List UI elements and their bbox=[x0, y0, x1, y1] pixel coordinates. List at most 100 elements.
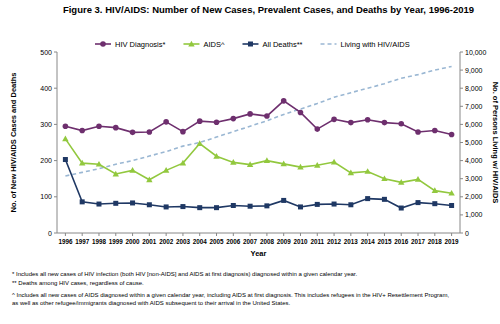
x-tick-label: 2004 bbox=[193, 238, 208, 245]
y2-tick bbox=[460, 52, 463, 53]
series-line bbox=[65, 139, 451, 193]
series-marker bbox=[63, 123, 69, 129]
y2-axis-label: No. of Persons Living w/ HIV/AIDS bbox=[491, 82, 500, 204]
x-tick-label: 2005 bbox=[210, 238, 225, 245]
y2-tick bbox=[460, 88, 463, 89]
y2-tick bbox=[460, 160, 463, 161]
x-tick bbox=[98, 233, 99, 236]
footnote: ** Deaths among HIV cases, regardless of… bbox=[12, 280, 144, 286]
series-marker bbox=[180, 129, 186, 135]
series-marker bbox=[432, 201, 437, 206]
x-tick-label: 1997 bbox=[75, 238, 90, 245]
series-marker bbox=[432, 187, 438, 193]
series-line bbox=[65, 66, 451, 176]
title: Figure 3. HIV/AIDS: Number of New Cases,… bbox=[63, 4, 474, 15]
series-marker bbox=[297, 164, 303, 170]
x-tick bbox=[250, 233, 251, 236]
y-axis bbox=[57, 52, 58, 233]
legend-swatch bbox=[321, 43, 337, 45]
series-marker bbox=[147, 202, 152, 207]
y-tick-label: 100 bbox=[40, 193, 52, 200]
y-tick bbox=[54, 88, 57, 89]
y2-tick bbox=[460, 142, 463, 143]
x-tick-label: 2010 bbox=[293, 238, 308, 245]
x-tick bbox=[65, 233, 66, 236]
x-tick bbox=[317, 233, 318, 236]
y-tick bbox=[54, 52, 57, 53]
series-marker bbox=[230, 159, 236, 165]
y2-tick-label: 2,000 bbox=[465, 193, 483, 200]
x-tick bbox=[401, 233, 402, 236]
series-marker bbox=[129, 167, 135, 173]
x-tick-label: 2001 bbox=[142, 238, 157, 245]
y-tick-label: 300 bbox=[40, 121, 52, 128]
series-marker bbox=[315, 202, 320, 207]
series-marker bbox=[96, 123, 102, 129]
legend-marker bbox=[188, 41, 194, 47]
series-marker bbox=[180, 160, 186, 166]
series-marker bbox=[113, 201, 118, 206]
series-marker bbox=[163, 167, 169, 173]
x-tick bbox=[149, 233, 150, 236]
x-tick bbox=[216, 233, 217, 236]
series-line bbox=[65, 101, 451, 135]
series-marker bbox=[113, 125, 119, 131]
x-tick-label: 1998 bbox=[92, 238, 107, 245]
legend-marker bbox=[248, 42, 253, 47]
series-line bbox=[65, 160, 451, 209]
x-tick bbox=[434, 233, 435, 236]
x-tick bbox=[334, 233, 335, 236]
series-marker bbox=[298, 110, 304, 116]
series-marker bbox=[180, 204, 185, 209]
series-marker bbox=[96, 202, 101, 207]
series-marker bbox=[415, 129, 421, 135]
legend-label: Living with HIV/AIDS bbox=[341, 40, 410, 49]
series-marker bbox=[331, 117, 337, 123]
series-marker bbox=[449, 203, 454, 208]
series-marker bbox=[298, 204, 303, 209]
series-marker bbox=[415, 176, 421, 182]
y2-tick bbox=[460, 70, 463, 71]
series-marker bbox=[62, 136, 68, 142]
series-marker bbox=[63, 157, 68, 162]
series-marker bbox=[248, 204, 253, 209]
series-marker bbox=[247, 111, 253, 117]
y2-tick-label: 0 bbox=[465, 230, 469, 237]
x-tick bbox=[350, 233, 351, 236]
series-marker bbox=[382, 120, 388, 126]
series-marker bbox=[264, 157, 270, 163]
y2-tick-label: 5,000 bbox=[465, 139, 483, 146]
series-marker bbox=[432, 128, 438, 134]
x-tick-label: 2012 bbox=[327, 238, 342, 245]
plot-area bbox=[62, 66, 455, 210]
series-marker bbox=[365, 117, 371, 123]
x-tick-label: 2013 bbox=[344, 238, 359, 245]
y2-tick-label: 6,000 bbox=[465, 121, 483, 128]
series-marker bbox=[449, 132, 455, 138]
series-marker bbox=[231, 203, 236, 208]
series-marker bbox=[331, 159, 337, 165]
x-tick-label: 2007 bbox=[243, 238, 258, 245]
legend-label: All Deaths** bbox=[262, 40, 302, 49]
series-marker bbox=[214, 119, 220, 125]
x-tick-label: 2002 bbox=[159, 238, 174, 245]
series-marker bbox=[448, 190, 454, 196]
x-tick bbox=[199, 233, 200, 236]
legend-marker bbox=[100, 41, 106, 47]
series-marker bbox=[146, 176, 152, 182]
x-axis-label: Year bbox=[251, 249, 267, 258]
x-tick bbox=[166, 233, 167, 236]
legend-label: AIDS^ bbox=[203, 40, 225, 49]
y2-tick bbox=[460, 178, 463, 179]
series-marker bbox=[130, 130, 136, 136]
x-tick-label: 2011 bbox=[310, 238, 324, 245]
series-marker bbox=[80, 199, 85, 204]
series-marker bbox=[231, 116, 237, 122]
series-marker bbox=[163, 119, 169, 125]
series-marker bbox=[264, 113, 270, 119]
series-marker bbox=[130, 200, 135, 205]
y-tick bbox=[54, 196, 57, 197]
series-marker bbox=[399, 206, 404, 211]
y2-tick bbox=[460, 124, 463, 125]
series-marker bbox=[96, 161, 102, 167]
